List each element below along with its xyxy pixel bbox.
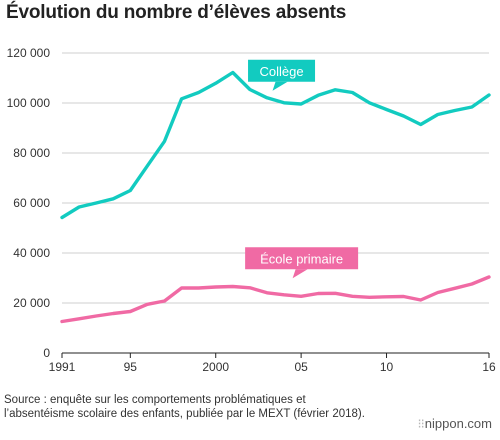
label-college-text: Collège [259,64,303,79]
label-primaire-pointer [292,269,308,279]
series-layer [60,70,491,324]
y-tick-label: 60 000 [13,196,50,210]
brand-name: nippon.com [424,416,492,431]
legend-labels: Collège École primaire [245,59,359,279]
label-college-box [248,59,316,82]
y-tick-label: 120 000 [7,46,51,60]
brand-logo: ⁝⁝nippon.com [418,416,492,432]
y-tick-label: 20 000 [13,296,50,310]
line-chart: 0 20 000 40 000 60 000 80 000 100 000 120 000 1… [7,46,496,374]
y-tick-label: 100 000 [7,96,51,110]
y-tick-label: 40 000 [13,246,50,260]
y-tick-label: 80 000 [13,146,50,160]
label-college-pointer [272,81,288,91]
x-tick-label: 2000 [202,360,229,374]
axis-layer: 0 20 000 40 000 60 000 80 000 100 000 120 000 1… [7,46,496,374]
y-tick-label: 0 [43,346,50,360]
chart-title: Évolution du nombre d’élèves absents [6,2,347,23]
label-primaire-box [245,247,359,270]
label-primaire: École primaire [245,247,359,279]
x-tick-label: 95 [124,360,138,374]
x-tick-label: 1991 [49,360,76,374]
x-tick-label: 05 [294,360,308,374]
label-primaire-text: École primaire [260,251,343,266]
brand-dots: ⁝⁝ [417,416,425,431]
x-tick-label: 16 [482,360,496,374]
source-note: Source : enquête sur les comportements p… [4,394,365,420]
series-line-1 [60,275,491,324]
x-tick-label: 10 [380,360,394,374]
label-college: Collège [248,59,316,91]
series-line-0 [60,70,491,220]
